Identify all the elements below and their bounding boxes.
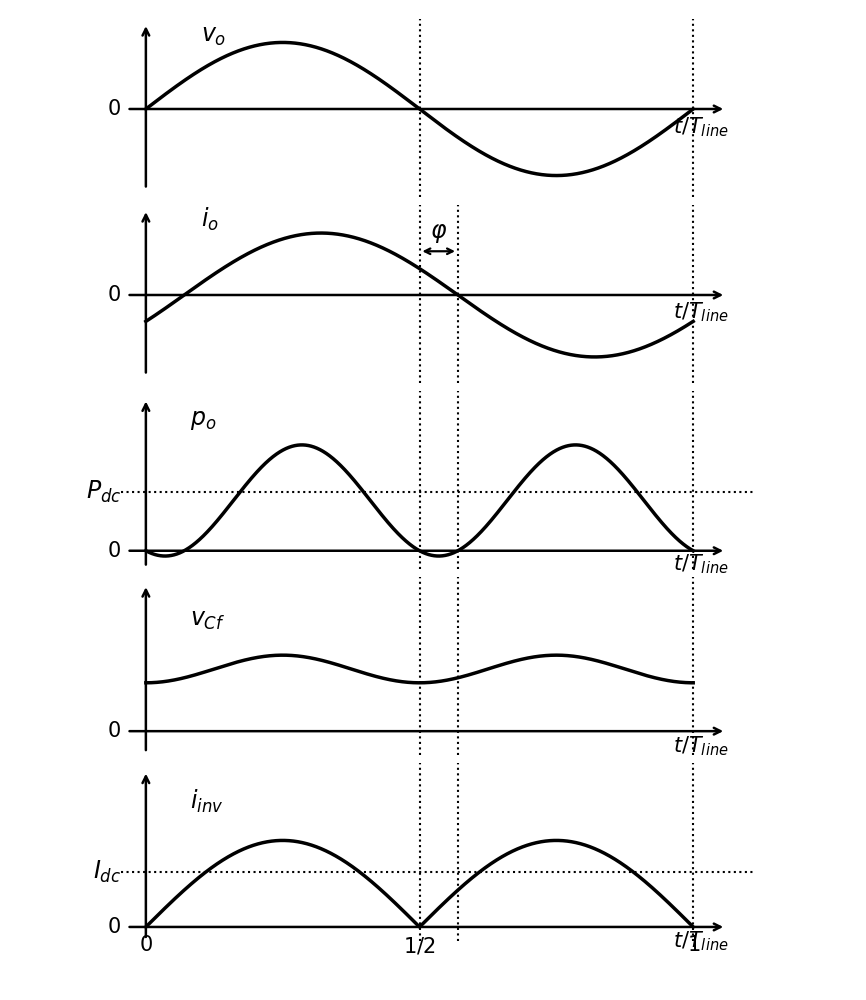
Text: $\varphi$: $\varphi$ [430,221,448,245]
Text: $1$: $1$ [687,935,700,955]
Text: $t/T_{line}$: $t/T_{line}$ [673,116,729,139]
Text: $0$: $0$ [107,721,121,741]
Text: $i_{inv}$: $i_{inv}$ [190,788,223,815]
Text: $t/T_{line}$: $t/T_{line}$ [673,553,729,576]
Text: $0$: $0$ [107,541,121,561]
Text: $0$: $0$ [107,285,121,305]
Text: $P_{dc}$: $P_{dc}$ [86,478,121,505]
Text: $i_o$: $i_o$ [201,206,218,233]
Text: $I_{dc}$: $I_{dc}$ [93,859,121,885]
Text: $0$: $0$ [139,935,152,955]
Text: $v_{Cf}$: $v_{Cf}$ [190,608,225,632]
Text: $0$: $0$ [107,99,121,119]
Text: $t/T_{line}$: $t/T_{line}$ [673,734,729,758]
Text: $1/2$: $1/2$ [404,935,436,956]
Text: $v_o$: $v_o$ [201,24,226,48]
Text: $t/T_{line}$: $t/T_{line}$ [673,301,729,324]
Text: $p_o$: $p_o$ [190,408,216,432]
Text: $0$: $0$ [107,917,121,937]
Text: $t/T_{line}$: $t/T_{line}$ [673,929,729,953]
